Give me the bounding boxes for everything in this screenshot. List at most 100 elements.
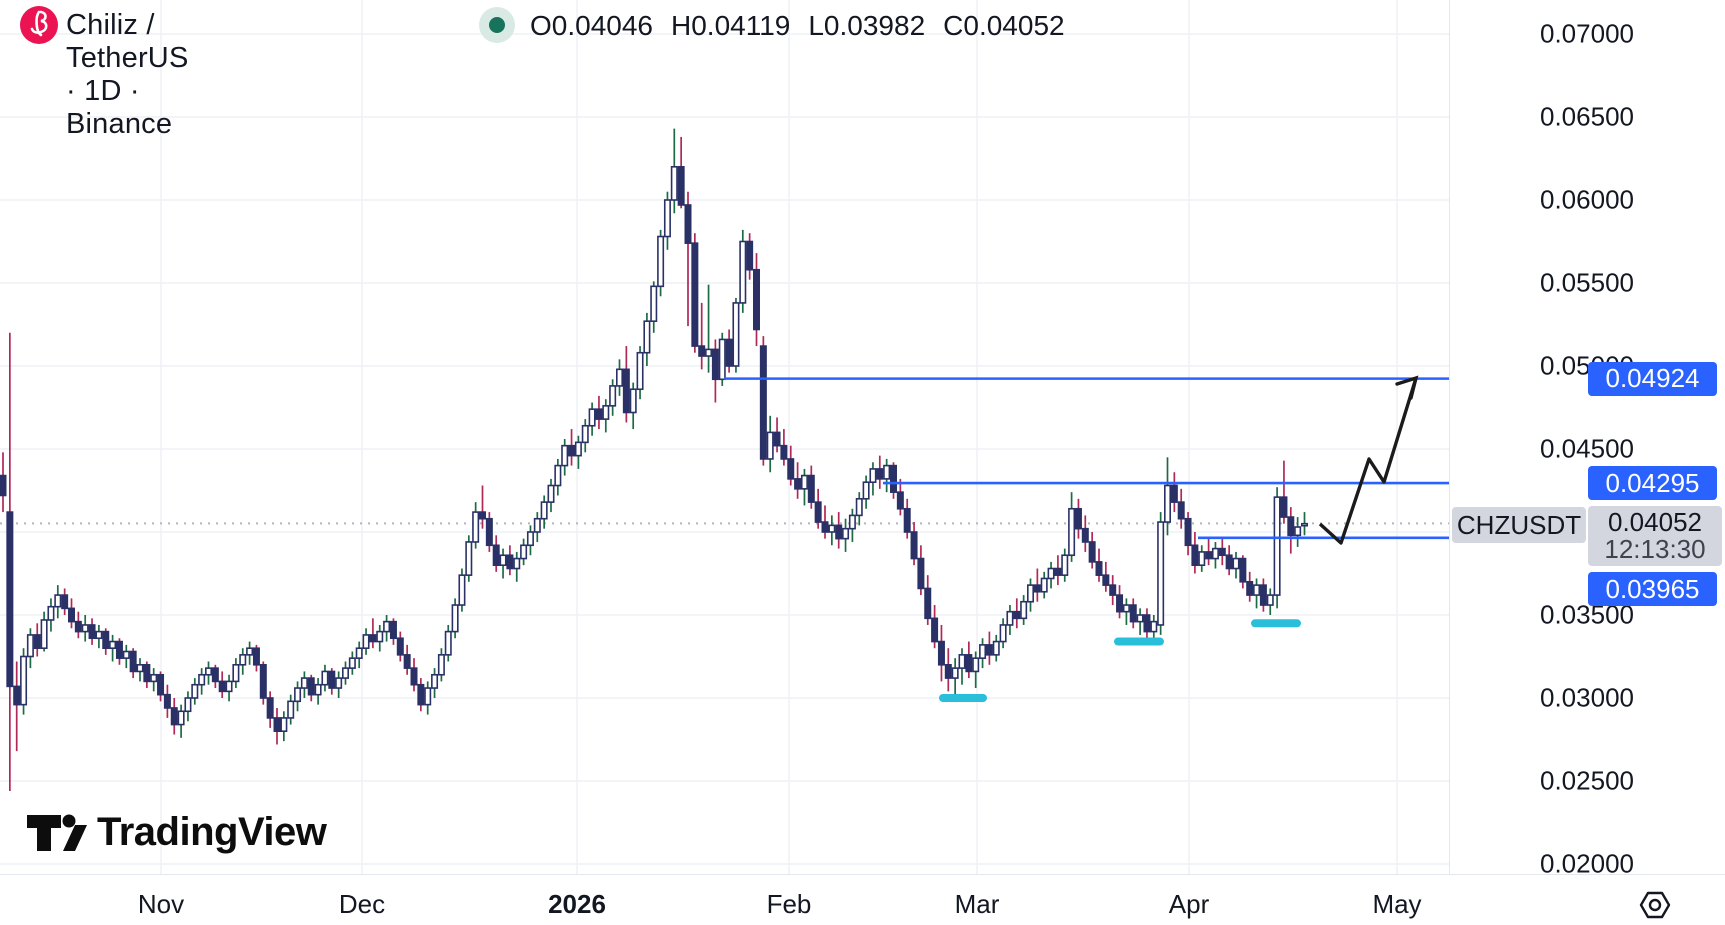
candle-body[interactable] [1198,551,1206,566]
candle-body[interactable] [6,511,14,688]
candle-body[interactable] [444,630,452,656]
candle-body[interactable] [451,604,459,633]
candle-body[interactable] [848,514,856,530]
candle-body[interactable] [1129,604,1137,623]
candle-body[interactable] [965,654,973,673]
candle-body[interactable] [68,607,76,623]
candle-body[interactable] [1109,584,1117,596]
candle-body[interactable] [383,620,391,633]
candle-body[interactable] [431,673,439,689]
candle-body[interactable] [1006,610,1014,626]
candle-body[interactable] [1177,501,1185,520]
candle-body[interactable] [252,647,260,666]
level-price-badge[interactable]: 0.03965 [1588,572,1717,606]
candle-body[interactable] [869,468,877,484]
candle-body[interactable] [102,630,110,649]
candle-body[interactable] [951,667,959,679]
candle-body[interactable] [1027,584,1035,603]
candle-body[interactable] [1184,517,1192,547]
candle-body[interactable] [602,405,610,420]
candle-body[interactable] [266,697,274,719]
candle-body[interactable] [389,620,397,640]
candle-body[interactable] [670,166,678,201]
candle-body[interactable] [513,557,521,570]
candle-body[interactable] [561,444,569,467]
candle-body[interactable] [1013,610,1021,620]
candle-body[interactable] [362,634,370,649]
candle-body[interactable] [259,663,267,699]
candle-body[interactable] [1040,577,1048,593]
candle-body[interactable] [211,667,219,683]
candle-body[interactable] [787,458,795,480]
candle-body[interactable] [1136,614,1144,623]
candle-body[interactable] [1232,557,1240,570]
candle-body[interactable] [348,657,356,669]
candle-body[interactable] [992,640,1000,656]
candle-body[interactable] [1191,544,1199,567]
candle-body[interactable] [821,521,829,533]
candle-body[interactable] [47,605,55,621]
candle-body[interactable] [1081,527,1089,543]
candle-body[interactable] [520,544,528,560]
candle-body[interactable] [609,385,617,407]
candle-body[interactable] [958,654,966,669]
candle-body[interactable] [1211,547,1219,560]
candle-body[interactable] [314,683,322,696]
candle-body[interactable] [862,481,870,500]
candle-body[interactable] [999,624,1007,643]
candle-body[interactable] [465,541,473,576]
candle-body[interactable] [1047,567,1055,580]
candle-body[interactable] [417,683,425,706]
candle-body[interactable] [1253,584,1261,596]
candle-body[interactable] [1074,507,1082,530]
candle-body[interactable] [205,667,213,676]
candle-body[interactable] [109,640,117,649]
candle-body[interactable] [903,507,911,533]
candle-body[interactable] [0,474,7,497]
candle-body[interactable] [246,647,254,656]
candle-body[interactable] [759,345,767,460]
candle-body[interactable] [13,685,21,706]
candle-body[interactable] [218,680,226,693]
candle-body[interactable] [705,348,713,357]
candle-body[interactable] [95,630,103,640]
candle-body[interactable] [574,441,582,457]
level-price-badge[interactable]: 0.04924 [1588,361,1717,396]
candle-body[interactable] [1122,604,1130,613]
candle-body[interactable] [663,199,671,238]
market-status-dot[interactable] [479,7,515,43]
candle-body[interactable] [1143,614,1151,633]
candle-body[interactable] [198,673,206,686]
candle-body[interactable] [1301,522,1309,527]
candle-body[interactable] [40,619,48,649]
candle-body[interactable] [581,424,589,444]
candle-body[interactable] [752,268,760,331]
candle-body[interactable] [26,634,34,658]
candle-body[interactable] [896,491,904,510]
candle-body[interactable] [1068,507,1076,557]
candle-body[interactable] [588,408,596,427]
candle-body[interactable] [883,464,891,480]
candle-body[interactable] [321,670,329,686]
candle-body[interactable] [20,655,28,706]
symbol-title[interactable]: Chiliz / TetherUS · 1D · Binance [66,9,189,140]
candle-body[interactable] [191,683,199,699]
candle-body[interactable] [807,474,815,503]
candle-body[interactable] [1287,516,1295,537]
candle-body[interactable] [472,511,480,543]
candle-body[interactable] [739,240,747,304]
candle-body[interactable] [1102,574,1110,586]
candle-body[interactable] [677,166,685,206]
candle-body[interactable] [650,285,658,322]
candle-body[interactable] [924,587,932,620]
candle-body[interactable] [533,517,541,533]
candle-body[interactable] [972,657,980,673]
candle-body[interactable] [937,640,945,666]
candle-body[interactable] [1294,526,1302,537]
tradingview-logo[interactable]: TradingView [25,810,327,855]
candle-body[interactable] [33,634,41,649]
candle-body[interactable] [800,474,808,490]
candle-body[interactable] [280,717,288,732]
candle-body[interactable] [61,594,69,610]
candle-body[interactable] [547,484,555,503]
